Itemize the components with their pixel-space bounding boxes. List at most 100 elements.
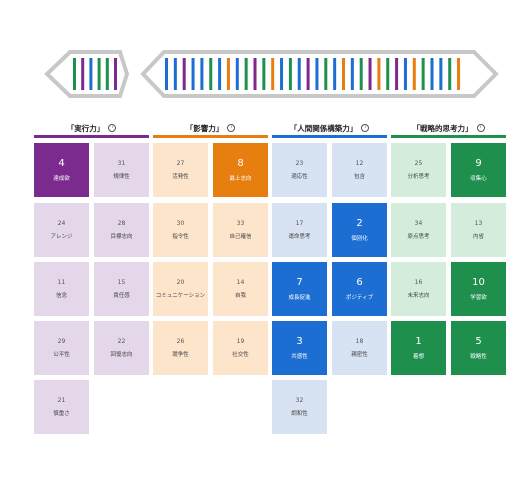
strength-tile[interactable]: 22 回復志向 [94,321,149,375]
strength-tile[interactable]: 6 ポジティブ [332,262,387,316]
strength-name: 回復志向 [110,351,133,358]
dna-stripe [342,58,345,90]
strength-tile[interactable]: 15 責任感 [94,262,149,316]
category-heading-influence: 「影響力」 i [153,121,268,135]
dna-stripe [412,58,416,90]
dna-stripe [182,58,186,90]
dna-stripe [297,58,301,90]
dna-stripe [226,58,230,90]
strength-tile[interactable]: 21 慎重さ [34,380,89,434]
strength-tile[interactable]: 26 競争性 [153,321,208,375]
strength-tile[interactable]: 16 未来志向 [391,262,446,316]
strength-tile[interactable]: 3 共感性 [272,321,327,375]
strength-name: 自己確信 [229,233,252,240]
strength-name: 収集心 [470,176,487,182]
dna-stripe [359,58,363,90]
strength-tile[interactable]: 2 個別化 [332,203,387,257]
strength-tile[interactable]: 8 最上志向 [213,143,268,197]
strength-tile[interactable]: 25 分析思考 [391,143,446,197]
category-title: 「実行力」 [66,123,105,133]
info-icon[interactable]: i [476,124,485,132]
strength-tile[interactable]: 1 着想 [391,321,446,375]
strength-tile[interactable]: 24 アレンジ [34,203,89,257]
dna-left-frame [44,50,130,98]
strength-name: 戦略性 [470,354,487,360]
strength-tile[interactable]: 5 戦略性 [451,321,506,375]
strength-rank: 22 [117,338,126,346]
strength-tile[interactable]: 11 信念 [34,262,89,316]
strength-name: 着想 [412,354,424,360]
info-icon[interactable]: i [361,124,370,132]
dna-stripe [288,58,292,90]
strength-tile[interactable]: 34 原点思考 [391,203,446,257]
strength-rank: 30 [176,220,185,228]
strength-rank: 11 [57,279,66,287]
strength-name: 未来志向 [407,292,430,299]
strength-name: 規律性 [113,173,130,180]
strength-rank: 25 [414,160,423,168]
info-icon[interactable]: i [108,124,117,132]
strength-name: 慎重さ [53,410,70,417]
dna-stripe [209,58,213,90]
dna-stripe [395,58,399,90]
dna-stripe [97,58,101,90]
strength-tile[interactable]: 17 運命思考 [272,203,327,257]
strength-dna-strip [44,50,499,98]
strength-rank: 32 [295,397,304,405]
strength-rank: 14 [236,279,245,287]
strength-tile[interactable]: 18 親密性 [332,321,387,375]
strength-name: 親密性 [351,351,368,358]
strength-tile[interactable]: 31 規律性 [94,143,149,197]
strength-rank: 13 [474,220,483,228]
strength-rank: 15 [117,279,126,287]
strength-tile[interactable]: 10 学習欲 [451,262,506,316]
strength-name: 調和性 [291,410,308,417]
dna-stripe [421,58,425,90]
strength-rank: 34 [414,220,423,228]
strength-rank: 1 [415,336,422,347]
strength-tile[interactable]: 29 公平性 [34,321,89,375]
strength-tile[interactable]: 9 収集心 [451,143,506,197]
strength-tile[interactable]: 13 内省 [451,203,506,257]
strength-rank: 7 [296,277,303,288]
category-title: 「人間関係構築力」 [289,123,358,133]
strength-tile[interactable]: 19 社交性 [213,321,268,375]
strength-rank: 6 [356,277,363,288]
dna-stripe [439,58,443,90]
dna-left-segment [73,58,117,90]
strength-name: 責任感 [113,292,130,299]
category-bar-relationship [272,135,387,138]
dna-stripe [350,58,354,90]
strength-name: 包含 [353,173,365,180]
strength-tile[interactable]: 23 適応性 [272,143,327,197]
strength-tile[interactable]: 7 成長促進 [272,262,327,316]
strength-rank: 4 [58,158,65,169]
strength-tile[interactable]: 33 自己確信 [213,203,268,257]
strength-tile[interactable]: 20 コミュニケーション [153,262,208,316]
dna-stripe [333,58,337,90]
dna-stripe [403,58,407,90]
dna-frame [44,50,499,98]
category-heading-strategic: 「戦略的思考力」 i [391,121,506,135]
strength-name: 最上志向 [229,176,252,182]
strength-tile[interactable]: 12 包含 [332,143,387,197]
strength-tile[interactable]: 27 活発性 [153,143,208,197]
strength-rank: 17 [295,220,304,228]
strength-name: 原点思考 [407,233,430,240]
strength-name: コミュニケーション [155,292,206,299]
dna-stripe [105,58,109,90]
strength-name: 運命思考 [288,233,311,240]
dna-right-segment [165,58,461,90]
strength-tile[interactable]: 14 自我 [213,262,268,316]
strength-rank: 20 [176,279,185,287]
info-icon[interactable]: i [227,124,236,132]
strength-tile[interactable]: 4 達成欲 [34,143,89,197]
strength-tile[interactable]: 32 調和性 [272,380,327,434]
strength-rank: 18 [355,338,364,346]
strength-rank: 5 [475,336,482,347]
category-bar-execution [34,135,149,138]
strength-tile[interactable]: 30 指令性 [153,203,208,257]
strength-name: アレンジ [50,233,73,240]
dna-stripe [457,58,461,90]
strength-tile[interactable]: 28 目標志向 [94,203,149,257]
